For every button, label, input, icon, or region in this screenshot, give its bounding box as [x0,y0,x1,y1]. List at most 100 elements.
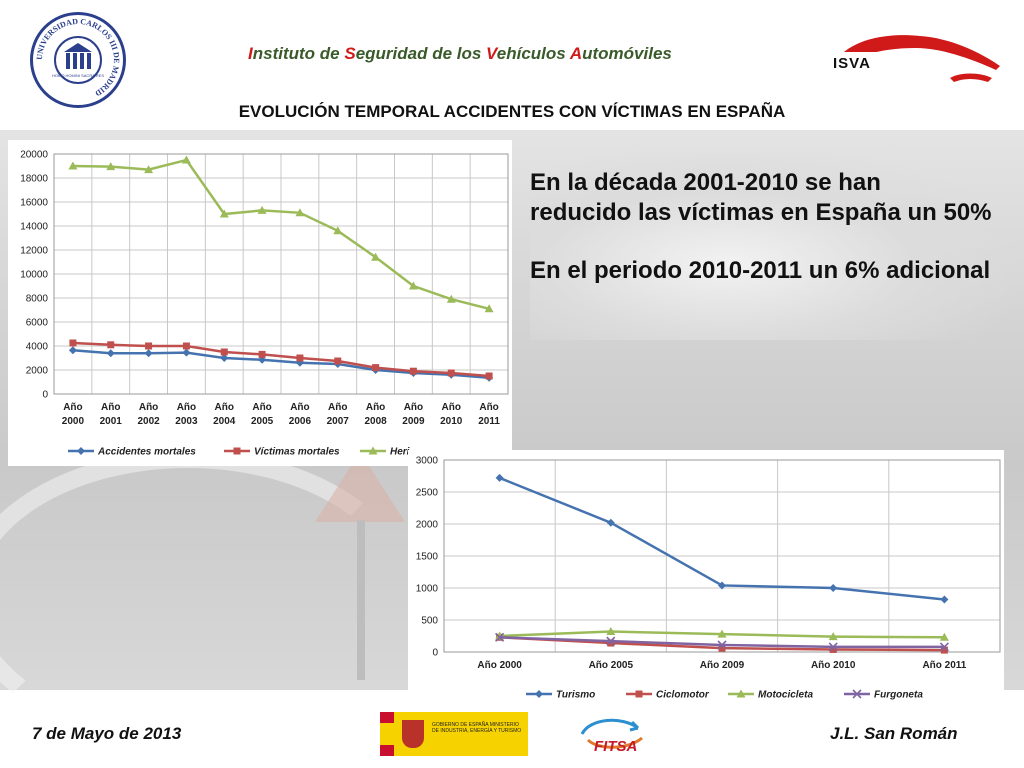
x-tick-label: Año 2005 [589,660,634,671]
legend-label: Accidentes mortales [97,447,196,458]
data-point [220,348,228,356]
data-point [107,341,115,349]
data-point [106,349,115,358]
data-point [371,252,381,261]
data-point [408,281,418,290]
data-point [144,165,154,174]
legend-marker [852,689,862,699]
uc3m-motto: HOMO HOMINI SACRA RES [52,73,104,78]
institute-title: Instituto de Seguridad de los Vehículos … [248,44,672,64]
legend-label: Heri [390,447,410,458]
data-point [606,636,616,646]
y-tick-label: 2500 [416,488,439,499]
series-line-1 [72,348,490,380]
y-tick-label: 1500 [416,552,439,563]
background-sign-pole [357,520,365,680]
x-tick-label: Año 2007 [327,402,350,427]
gobierno-espana-logo: GOBIERNO DE ESPAÑA MINISTERIO DE INDUSTR… [380,712,528,756]
data-point [606,518,615,527]
uc3m-logo: UNIVERSIDAD CARLOS III DE MADRID HOMO HO… [30,12,126,108]
institute-title-initial: I [248,44,253,63]
data-point [295,208,305,217]
x-tick-label: Año 2005 [251,402,274,427]
fitsa-logo [580,718,643,749]
y-tick-label: 2000 [416,520,439,531]
y-tick-label: 0 [432,648,438,659]
data-point [447,369,455,377]
y-tick-label: 20000 [20,150,48,161]
footer-author: J.L. San Román [830,724,958,743]
svg-text:UNIVERSIDAD CARLOS III DE MADR: UNIVERSIDAD CARLOS III DE MADRID [35,17,121,98]
data-point [828,632,838,641]
data-point [333,226,343,235]
y-tick-label: 1000 [416,584,439,595]
chart-1-svg: 0 2000 4000 6000 8000 10000 12000 14000 16000 180… [20,150,509,458]
chart-accidents-over-time: 0 2000 4000 6000 8000 10000 12000 14000 16000 180… [8,140,512,466]
data-point [485,372,493,380]
data-point [181,155,191,164]
institute-title-text: eguridad de los [355,44,487,63]
footer-date: 7 de Mayo de 2013 [32,724,182,743]
y-tick-label: 18000 [20,174,48,185]
data-point [495,473,504,482]
data-point [495,632,505,642]
data-point [940,646,948,654]
x-tick-label: Año 2006 [289,402,312,427]
legend-label: Ciclomotor [656,690,710,701]
x-tick-label: Año 2011 [478,402,500,427]
data-point [69,339,77,347]
x-tick-label: Año 2000 [62,402,85,427]
y-tick-label: 2000 [26,366,49,377]
legend-marker [635,690,643,698]
data-point [446,294,456,303]
message-line-2: reducido las víctimas en España un 50% [530,199,992,226]
x-tick-label: Año 2011 [922,660,966,671]
y-tick-label: 500 [421,616,438,627]
institute-title-initial: A [569,44,583,63]
data-point [220,354,229,362]
legend-marker [368,446,378,455]
chart-vehicle-types: 0 500 1000 1500 2000 2500 3000 Año 2000 Año 2005… [408,450,1004,708]
data-point [145,342,153,350]
data-point [409,367,417,375]
data-point [258,350,266,358]
x-tick-label: Año 2000 [477,660,522,671]
message-line-1: En la década 2001-2010 se han [530,169,881,196]
data-point [939,642,949,652]
data-point [829,584,838,592]
chart-2-svg: 0 500 1000 1500 2000 2500 3000 Año 2000 Año 2005… [416,456,1001,701]
data-point [296,354,304,362]
y-tick-label: 16000 [20,198,48,209]
legend-label: Furgoneta [874,690,923,701]
data-point [940,595,949,604]
institute-title-text: nstituto de [252,44,345,63]
data-point [717,629,727,638]
y-tick-label: 14000 [20,222,48,233]
uc3m-ring-text: UNIVERSIDAD CARLOS III DE MADRID [35,17,121,98]
data-point [372,364,380,372]
isva-logo-text: ISVA [833,55,871,72]
x-tick-label: Año 2010 [440,402,463,427]
legend-marker [736,689,746,698]
x-tick-label: Año 2010 [811,660,856,671]
data-point [939,632,949,641]
data-point [182,348,191,357]
y-tick-label: 0 [42,390,48,401]
isva-logo [828,35,1000,82]
y-tick-label: 6000 [26,318,49,329]
data-point [718,581,726,590]
legend-label: Víctimas mortales [254,447,340,458]
data-point [68,161,78,170]
institute-title-text: utomóviles [582,44,672,63]
coat-of-arms-icon [402,720,424,748]
legend-marker [535,690,543,698]
data-point [607,639,615,647]
institute-title-initial: S [344,44,356,63]
data-point [606,627,616,636]
y-tick-label: 10000 [20,270,48,281]
data-point [295,358,304,367]
data-point [828,642,838,652]
x-tick-label: Año 2009 [402,402,425,427]
key-message: En la década 2001-2010 se han reducido l… [530,168,1024,286]
data-point [68,346,77,355]
